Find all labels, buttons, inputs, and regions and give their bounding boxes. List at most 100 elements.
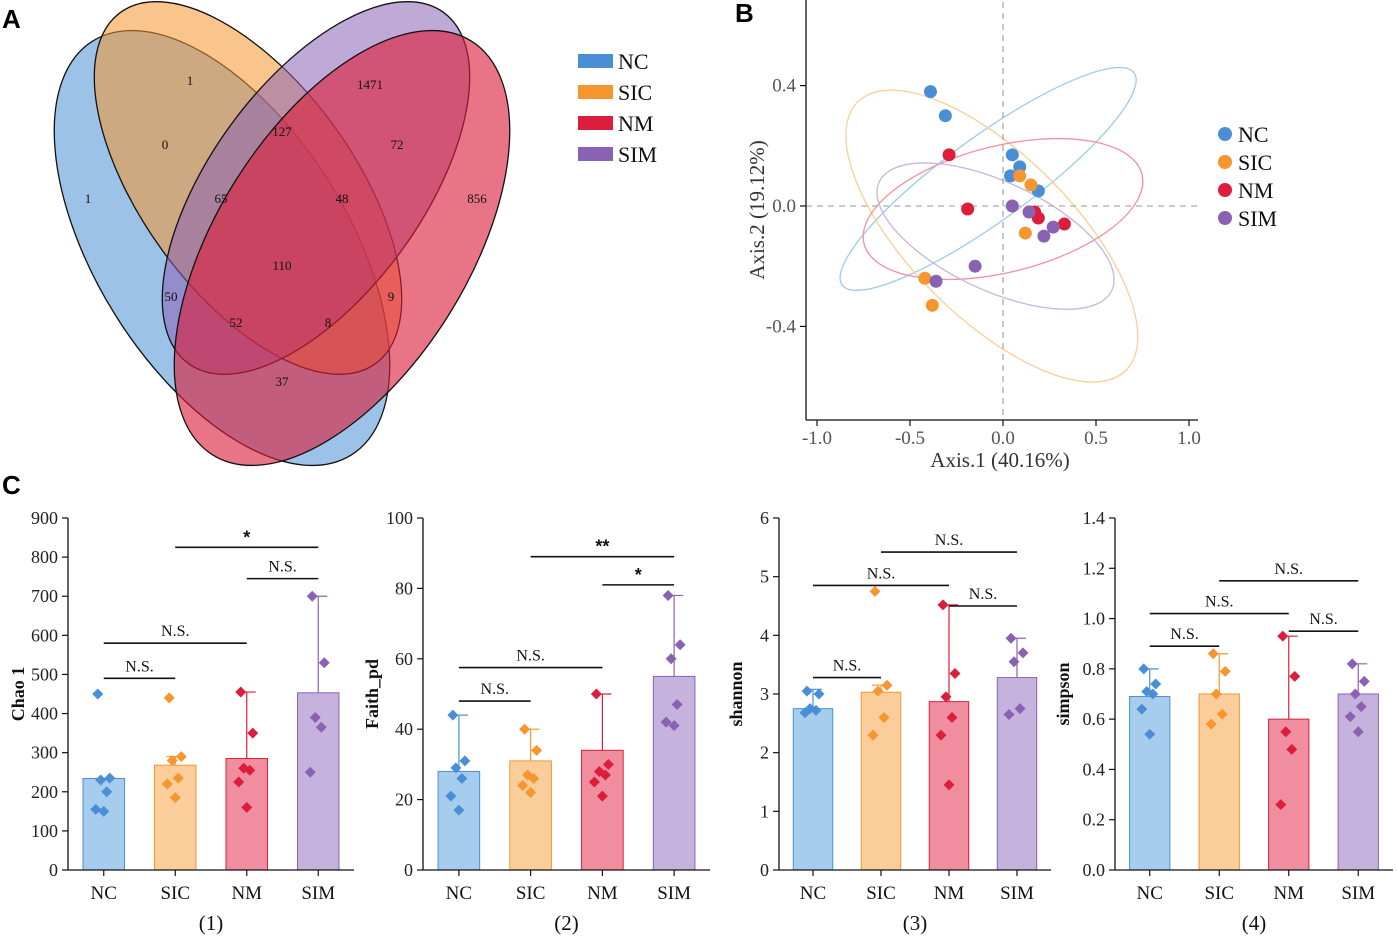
venn-count-sic-sim: 127 (272, 124, 292, 139)
data-point-1-nm-1 (235, 686, 247, 698)
pcoa-point-nc-5 (1003, 169, 1017, 183)
x-tick-label-2-nc: NC (446, 883, 472, 904)
y-tick-label-4-6: 1.0 (1083, 609, 1106, 629)
venn-legend-swatch-sic (578, 85, 613, 99)
data-point-1-sic-1 (163, 692, 175, 704)
venn-count-nc-sic-nm: 8 (325, 315, 332, 330)
significance-label-4-4: N.S. (1275, 561, 1303, 578)
x-tick-label-1-nm: NM (231, 883, 262, 904)
pcoa-legend-dot-nm (1218, 183, 1232, 197)
significance-label-2-3: * (635, 565, 642, 585)
y-tick-label-2-6: 100 (386, 508, 413, 528)
significance-label-4-1: N.S. (1170, 626, 1198, 643)
venn-count-sic: 1 (187, 73, 194, 88)
data-point-3-nc-4 (810, 704, 822, 716)
y-tick-label-4-5: 0.8 (1083, 659, 1106, 679)
pcoa-point-sic-2 (1024, 178, 1038, 192)
x-tick-label-2-nm: NM (587, 883, 618, 904)
bar-4-nm (1268, 718, 1310, 871)
venn-count-nm: 856 (467, 191, 487, 206)
significance-label-2-4: ** (595, 537, 609, 557)
y-tick-label-1-1: 0 (49, 860, 58, 880)
data-point-4-sim-4 (1355, 701, 1367, 713)
x-tick-label-4-nc: NC (1137, 883, 1163, 904)
pcoa-legend-dot-sim (1218, 211, 1232, 225)
x-tick-label-4-sim: SIM (1341, 883, 1375, 904)
data-point-2-nc-6 (453, 804, 465, 816)
data-point-1-sim-2 (318, 657, 330, 669)
pcoa-point-sim-4 (1046, 220, 1060, 234)
y-tick-label-1-4: 300 (31, 743, 58, 763)
data-point-2-nm-2 (602, 758, 614, 770)
significance-label-1-1: N.S. (125, 658, 153, 675)
data-point-1-sim-4 (315, 721, 327, 733)
y-tick-label-3-4: 3 (760, 684, 769, 704)
pcoa-ellipse-sim (876, 162, 1115, 310)
y-tick-label-4-8: 1.4 (1083, 508, 1106, 528)
y-tick-label-3-3: 2 (760, 743, 769, 763)
venn-legend-swatch-nc (578, 54, 613, 68)
venn-count-sic-nm: 9 (388, 289, 395, 304)
data-point-1-nm-2 (247, 727, 259, 739)
pcoa-legend-dot-sic (1218, 155, 1232, 169)
pcoa-point-nm-2 (961, 202, 975, 216)
significance-label-1-3: N.S. (268, 559, 296, 576)
data-point-4-sim-1 (1346, 658, 1358, 670)
pcoa-point-nm-1 (942, 148, 956, 162)
venn-count-nc-sic: 0 (162, 137, 169, 152)
venn-diagram: 1 1 1471 856 0 127 72 65 48 110 50 9 52 8 37 NC SIC NM SI… (53, 1, 657, 467)
pcoa-y-axis-title: Axis.2 (19.12%) (745, 140, 769, 279)
venn-legend: NC SIC NM SIM (578, 49, 657, 167)
data-point-1-sic-4 (172, 772, 184, 784)
pcoa-point-sim-1 (1005, 199, 1019, 213)
pcoa-point-nc-3 (1005, 148, 1019, 162)
data-point-4-nm-2 (1289, 670, 1301, 682)
pcoa-axes: -1.0 -0.5 0.0 0.5 1.0 0.4 0.0 -0.4 (766, 0, 1201, 449)
data-point-3-nm-5 (935, 729, 947, 741)
data-point-3-nc-2 (813, 688, 825, 700)
pcoa-point-nc-1 (923, 85, 937, 99)
x-tick-label-3-sic: SIC (866, 883, 896, 904)
data-point-1-sim-3 (309, 711, 321, 723)
pcoa-x-tick-label-5: 1.0 (1177, 428, 1201, 449)
x-tick-label-3-sim: SIM (1000, 883, 1034, 904)
significance-label-3-1: N.S. (833, 658, 861, 675)
data-point-4-sim-3 (1349, 688, 1361, 700)
pcoa-points (918, 85, 1071, 312)
x-tick-label-4-nm: NM (1273, 883, 1304, 904)
data-point-2-sic-4 (528, 772, 540, 784)
data-point-3-nc-5 (799, 707, 811, 719)
y-tick-label-1-10: 900 (31, 508, 58, 528)
venn-legend-swatch-nm (578, 116, 613, 130)
y-tick-label-2-4: 60 (395, 649, 413, 669)
y-tick-label-1-2: 100 (31, 821, 58, 841)
venn-count-sic-sim-nm: 48 (336, 191, 349, 206)
data-point-4-sic-3 (1210, 688, 1222, 700)
data-point-1-sim-1 (306, 590, 318, 602)
y-axis-label-1: Chao 1 (8, 667, 28, 722)
bar-2-sim (652, 675, 696, 871)
panel-letter-a: A (2, 4, 21, 34)
y-axis-label-3: shannon (726, 661, 746, 726)
bar-4-sim (1337, 693, 1379, 871)
data-point-4-nc-4 (1147, 688, 1159, 700)
pcoa-point-sim-5 (968, 259, 982, 273)
pcoa-scatter-plot: -1.0 -0.5 0.0 0.5 1.0 0.4 0.0 -0.4 Axis.1 (40.1… (745, 0, 1277, 472)
bar-1-nm (225, 758, 268, 871)
subplot-label-1: (1) (199, 911, 224, 935)
venn-ellipse-nm (173, 29, 511, 467)
y-tick-label-3-7: 6 (760, 508, 769, 528)
venn-legend-swatch-sim (578, 147, 613, 161)
significance-label-3-3: N.S. (969, 586, 997, 603)
venn-count-nc-sic-sim: 65 (215, 191, 228, 206)
pcoa-point-sic-3 (1018, 226, 1032, 240)
pcoa-legend: NC SIC NM SIM (1218, 122, 1277, 231)
pcoa-y-tick-label-1: 0.4 (772, 76, 796, 97)
pcoa-point-nc-4 (1013, 160, 1027, 174)
data-point-4-sic-4 (1216, 708, 1228, 720)
data-point-3-nm-6 (943, 779, 955, 791)
pcoa-legend-label-sim: SIM (1238, 206, 1277, 231)
bar-chart-1: 0 100 200 300 400 500 600 700 800 900 NC SIC NM SIM Ch… (8, 508, 354, 935)
bar-1-sic (154, 764, 197, 871)
